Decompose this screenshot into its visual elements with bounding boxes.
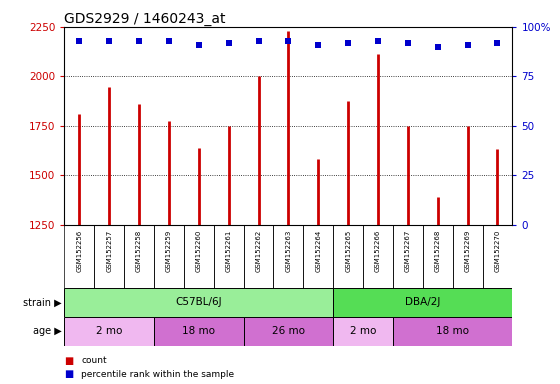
Text: age ▶: age ▶ bbox=[33, 326, 62, 336]
Point bbox=[463, 41, 472, 48]
Text: GSM152257: GSM152257 bbox=[106, 230, 112, 272]
Point bbox=[224, 40, 233, 46]
Text: strain ▶: strain ▶ bbox=[23, 297, 62, 308]
Bar bbox=[393, 317, 512, 346]
Text: 26 mo: 26 mo bbox=[272, 326, 305, 336]
Text: GSM152268: GSM152268 bbox=[435, 230, 441, 272]
Text: GSM152270: GSM152270 bbox=[494, 230, 501, 272]
Point bbox=[344, 40, 353, 46]
Bar bbox=[64, 288, 333, 317]
Text: DBA/2J: DBA/2J bbox=[405, 297, 441, 308]
Point bbox=[134, 38, 143, 44]
Point bbox=[75, 38, 84, 44]
Text: ■: ■ bbox=[64, 369, 74, 379]
Text: count: count bbox=[81, 356, 107, 366]
Bar bbox=[333, 288, 512, 317]
Point bbox=[165, 38, 174, 44]
Text: GDS2929 / 1460243_at: GDS2929 / 1460243_at bbox=[64, 12, 226, 26]
Point bbox=[374, 38, 382, 44]
Bar bbox=[64, 317, 154, 346]
Text: GSM152260: GSM152260 bbox=[196, 230, 202, 272]
Bar bbox=[333, 317, 393, 346]
Bar bbox=[154, 317, 244, 346]
Text: 2 mo: 2 mo bbox=[96, 326, 123, 336]
Point bbox=[493, 40, 502, 46]
Text: C57BL/6J: C57BL/6J bbox=[175, 297, 222, 308]
Point bbox=[403, 40, 412, 46]
Point bbox=[105, 38, 114, 44]
Point bbox=[314, 41, 323, 48]
Text: percentile rank within the sample: percentile rank within the sample bbox=[81, 370, 234, 379]
Text: 18 mo: 18 mo bbox=[436, 326, 469, 336]
Text: GSM152264: GSM152264 bbox=[315, 230, 321, 272]
Text: GSM152266: GSM152266 bbox=[375, 230, 381, 272]
Text: GSM152261: GSM152261 bbox=[226, 230, 232, 272]
Text: 18 mo: 18 mo bbox=[183, 326, 215, 336]
Text: GSM152262: GSM152262 bbox=[255, 230, 262, 272]
Bar bbox=[244, 317, 333, 346]
Text: GSM152267: GSM152267 bbox=[405, 230, 411, 272]
Point bbox=[284, 38, 293, 44]
Text: GSM152265: GSM152265 bbox=[345, 230, 351, 272]
Point bbox=[254, 38, 263, 44]
Text: GSM152259: GSM152259 bbox=[166, 230, 172, 272]
Point bbox=[194, 41, 203, 48]
Text: ■: ■ bbox=[64, 356, 74, 366]
Point bbox=[433, 44, 442, 50]
Text: GSM152269: GSM152269 bbox=[465, 230, 470, 272]
Text: GSM152263: GSM152263 bbox=[286, 230, 291, 272]
Text: 2 mo: 2 mo bbox=[350, 326, 376, 336]
Text: GSM152256: GSM152256 bbox=[76, 230, 82, 272]
Text: GSM152258: GSM152258 bbox=[136, 230, 142, 272]
